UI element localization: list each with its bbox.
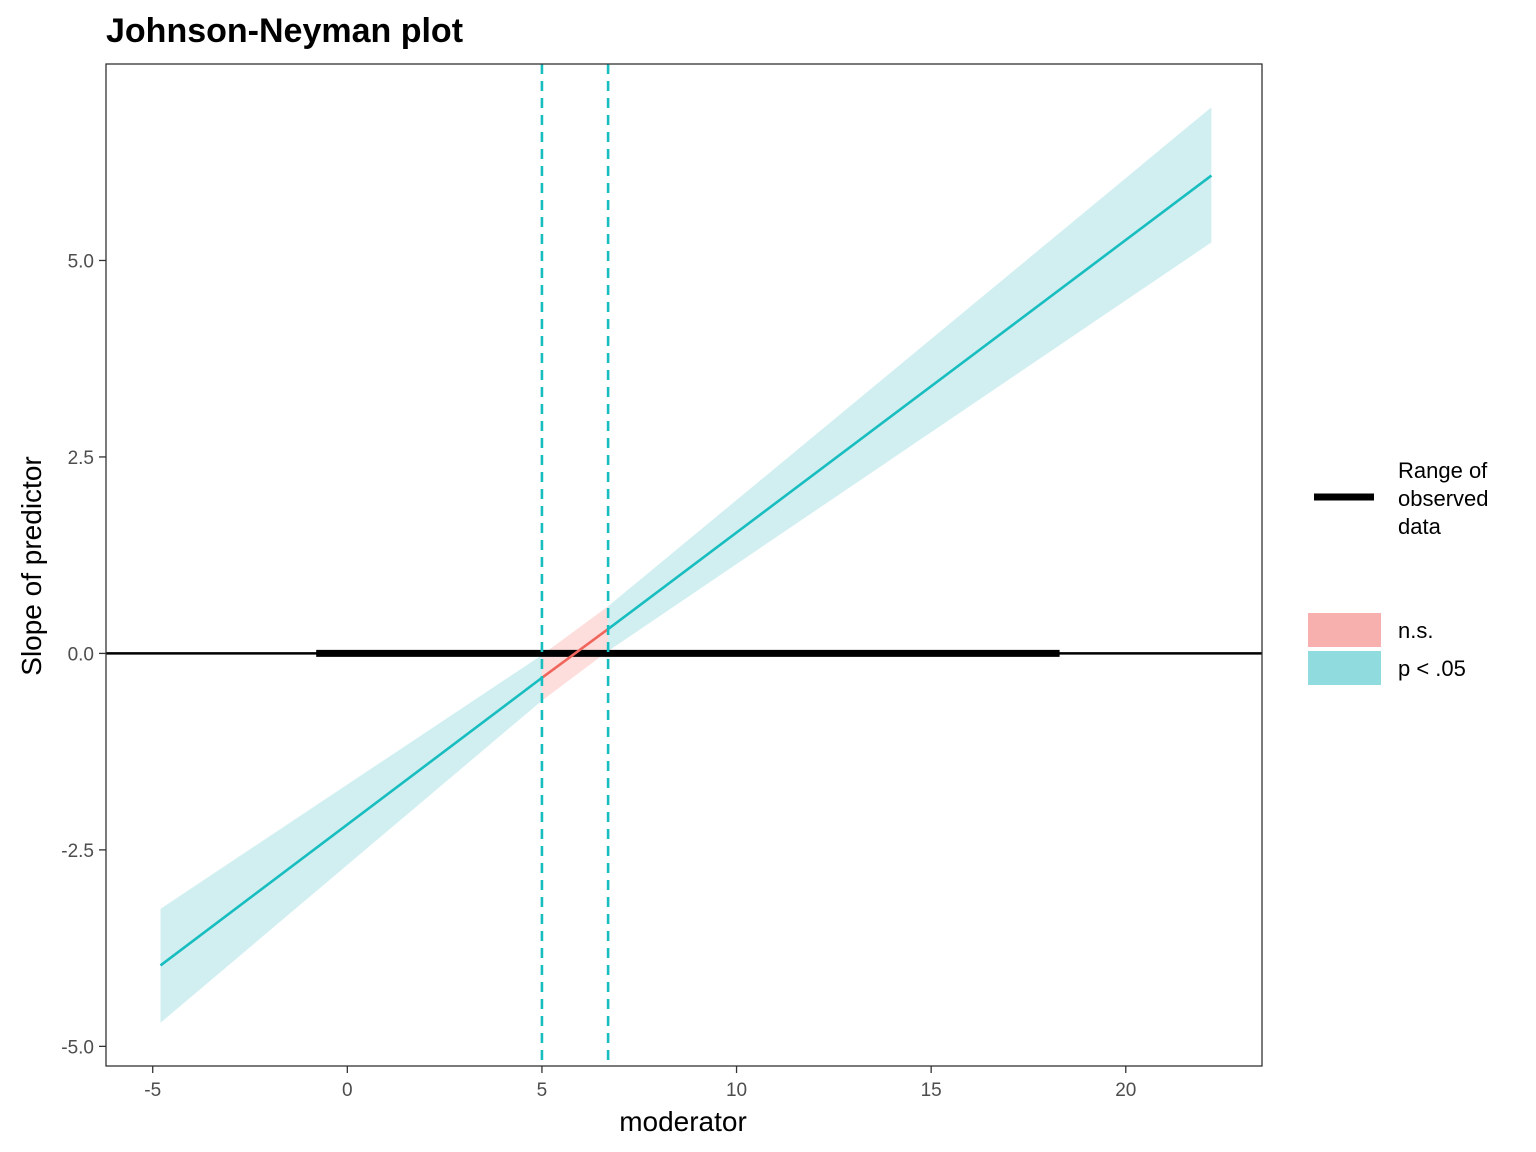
chart-title: Johnson-Neyman plot <box>106 12 463 50</box>
y-tick-label: -5.0 <box>61 1037 94 1058</box>
x-tick-label: -5 <box>144 1080 161 1101</box>
legend-item-label: n.s. <box>1398 618 1433 643</box>
legend-swatch <box>1308 651 1381 685</box>
x-tick-label: 10 <box>726 1080 747 1101</box>
x-axis-title: moderator <box>619 1106 747 1137</box>
confidence-band-2 <box>608 107 1212 652</box>
legend-swatch <box>1308 613 1381 647</box>
x-tick-label: 5 <box>537 1080 548 1101</box>
plot-area <box>105 63 1263 1067</box>
axes: -5 0 5 10 15 20 -5.0 -2.5 0.0 2.5 5.0 <box>61 251 1136 1101</box>
legend-observed-range-label: Range of <box>1398 458 1488 483</box>
y-tick-label: 2.5 <box>68 448 94 469</box>
panel-content <box>106 64 1262 1066</box>
confidence-band-0 <box>160 654 542 1023</box>
slope-line-1 <box>541 628 609 679</box>
panel-border <box>105 63 1263 1067</box>
legend-item-label: p < .05 <box>1398 656 1466 681</box>
x-tick-label: 0 <box>342 1080 353 1101</box>
x-tick-label: 20 <box>1115 1080 1136 1101</box>
y-tick-label: 5.0 <box>68 251 94 272</box>
slope-line-0 <box>159 676 543 967</box>
legend-observed-range-label: data <box>1398 514 1442 539</box>
x-tick-label: 15 <box>921 1080 942 1101</box>
y-tick-label: -2.5 <box>61 841 94 862</box>
legend: Range of observed data n.s. p < .05 <box>1308 458 1489 685</box>
y-tick-label: 0.0 <box>68 644 94 665</box>
y-axis-title: Slope of predictor <box>16 456 47 675</box>
slope-line-2 <box>607 174 1213 631</box>
legend-observed-range-label: observed <box>1398 486 1489 511</box>
